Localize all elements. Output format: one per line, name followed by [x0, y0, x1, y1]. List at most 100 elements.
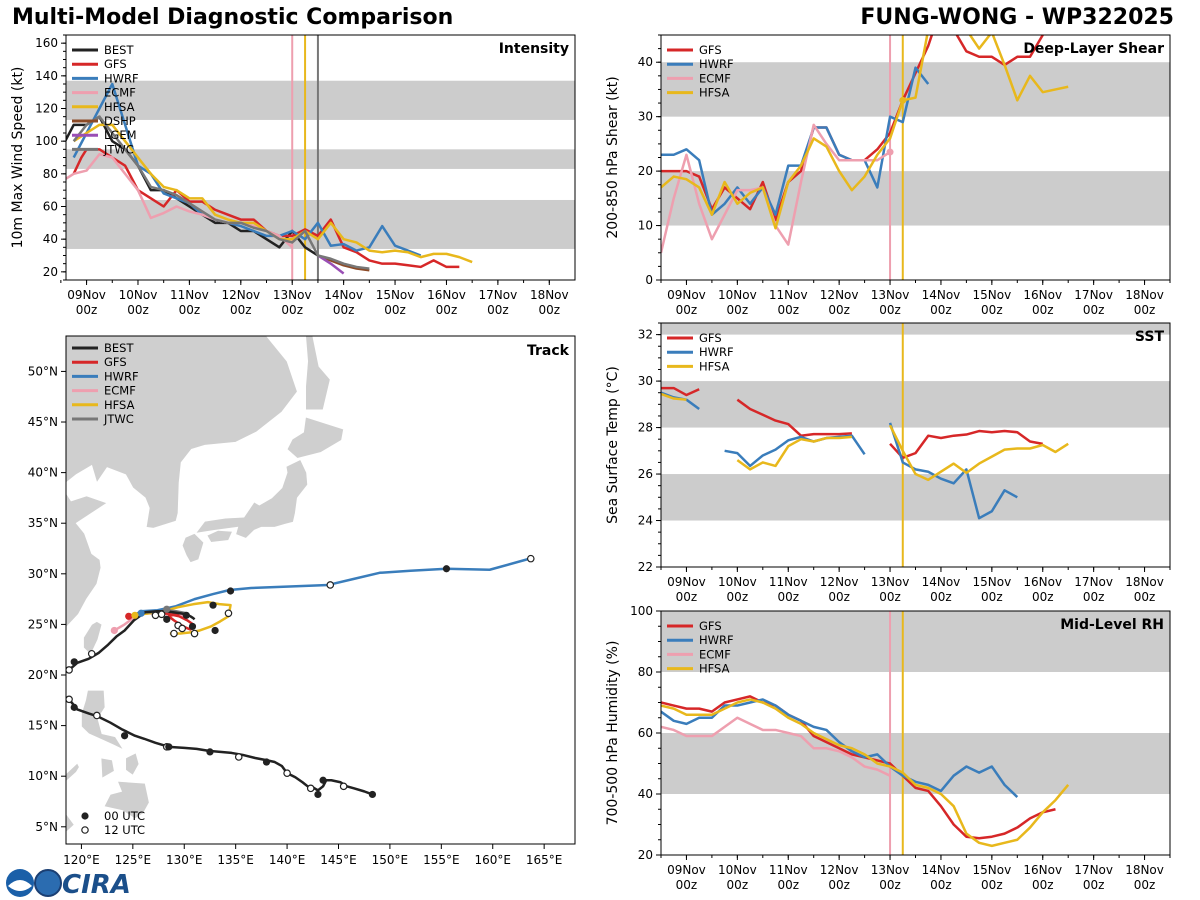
track-marker-12utc: [234, 753, 243, 761]
x-tick-label-date: 09Nov: [667, 863, 706, 877]
legend-label: JTWC: [103, 412, 134, 426]
axes-frame: [660, 322, 1171, 568]
series-line-hwrf: [724, 434, 866, 468]
legend-label: LGEM: [104, 128, 137, 142]
taiwan-land: [83, 620, 103, 656]
lon-tick-label: 160°E: [474, 853, 511, 867]
series-group: [661, 35, 1069, 254]
x-tick-label-date: 15Nov: [972, 575, 1011, 589]
x-tick-label-date: 11Nov: [769, 575, 808, 589]
legend-label: GFS: [699, 331, 722, 345]
x-tick-label-hour: 00z: [1134, 590, 1156, 604]
series-group: [661, 695, 1070, 848]
x-tick-label-date: 16Nov: [1023, 863, 1062, 877]
series-line-ecmf: [661, 716, 891, 777]
x-tick-label-hour: 00z: [727, 590, 749, 604]
x-tick-label-date: 17Nov: [1074, 288, 1113, 302]
track-marker-00utc: [262, 758, 271, 766]
lat-tick-label: 5°N: [35, 820, 58, 834]
x-tick-label-hour: 00z: [539, 303, 561, 317]
series-line-lgem: [317, 254, 345, 275]
lon-tick-label: 135°E: [217, 853, 254, 867]
y-tick-label: 80: [43, 167, 58, 181]
x-tick-label-date: 16Nov: [1023, 575, 1062, 589]
x-tick-label-date: 17Nov: [479, 288, 518, 302]
x-tick-label-date: 12Nov: [820, 863, 859, 877]
figure-title: Multi-Model Diagnostic Comparison: [12, 5, 454, 30]
x-tick-label-date: 10Nov: [718, 575, 757, 589]
track-marker-12utc: [190, 629, 199, 638]
sst-panel: 22242628303209Nov00z10Nov00z11Nov00z12No…: [605, 322, 1171, 604]
track-marker-12utc: [283, 769, 291, 777]
series-line-hfsa: [661, 392, 687, 401]
map-group: [66, 336, 345, 833]
series-line-gfs: [661, 695, 1056, 840]
track-marker-00utc: [70, 703, 78, 711]
track-marker-ecmf: [110, 626, 118, 635]
x-tick-label-date: 13Nov: [273, 288, 312, 302]
x-tick-label-date: 10Nov: [718, 863, 757, 877]
shading-band: [661, 381, 1170, 428]
series-line-gfs: [889, 429, 1043, 460]
panel-title: Track: [527, 343, 570, 359]
x-tick-label-date: 12Nov: [820, 575, 859, 589]
y-tick-label: 28: [638, 421, 653, 435]
series-line-hwrf: [661, 66, 930, 216]
x-tick-label-hour: 00z: [676, 303, 698, 317]
legend-label: HFSA: [699, 86, 730, 100]
x-tick-label-hour: 00z: [1032, 878, 1054, 892]
panel-title: SST: [1135, 329, 1165, 345]
shading-band: [661, 323, 1170, 335]
track-marker-00utc: [442, 565, 451, 573]
panel-title: Mid-Level RH: [1060, 617, 1164, 633]
axes-frame: [65, 335, 576, 845]
shading-band: [66, 80, 575, 120]
track-marker-00utc: [163, 615, 171, 623]
x-tick-label-date: 18Nov: [1125, 288, 1164, 302]
x-tick-label-hour: 00z: [487, 303, 509, 317]
y-tick-label: 24: [638, 514, 653, 528]
x-tick-label-hour: 00z: [981, 878, 1003, 892]
x-tick-label-hour: 00z: [1083, 590, 1105, 604]
borneo-land: [66, 812, 75, 833]
legend-label: GFS: [699, 619, 722, 633]
track-marker-12utc: [66, 695, 73, 704]
series-line-hfsa: [661, 698, 1070, 848]
x-tick-label-hour: 00z: [828, 590, 850, 604]
lat-tick-label: 50°N: [28, 364, 58, 378]
series-line-ecmf: [66, 152, 294, 249]
x-tick-label-date: 18Nov: [530, 288, 569, 302]
x-tick-label-date: 09Nov: [667, 575, 706, 589]
series-marker: [899, 96, 907, 104]
track-marker-hwrf: [137, 609, 145, 617]
cira-logo: CIRA: [6, 869, 131, 900]
legend-label: ECMF: [699, 647, 731, 661]
samar-land: [125, 752, 140, 776]
tracks-group: [66, 554, 535, 799]
legend-label: GFS: [699, 43, 722, 57]
x-tick-label-hour: 00z: [879, 878, 901, 892]
mindanao-land: [103, 780, 150, 820]
y-tick-label: 20: [638, 848, 653, 862]
x-tick-label-date: 11Nov: [769, 863, 808, 877]
shading-band: [661, 611, 1170, 672]
x-tick-label-hour: 00z: [1032, 590, 1054, 604]
x-tick-label-hour: 00z: [777, 878, 799, 892]
y-tick-label: 10: [638, 219, 653, 233]
hokkaido-land: [286, 416, 345, 459]
series-line-hfsa: [661, 35, 1069, 230]
x-tick-label-hour: 00z: [777, 590, 799, 604]
series-line-gfs: [72, 148, 460, 269]
noaa-bird-icon: [8, 880, 32, 891]
lon-tick-label: 145°E: [320, 853, 357, 867]
x-tick-label-date: 17Nov: [1074, 863, 1113, 877]
y-axis-label: Sea Surface Temp (°C): [605, 366, 621, 524]
track-marker-00utc: [206, 748, 214, 756]
legend-label: ECMF: [104, 86, 136, 100]
track-marker-12utc: [66, 666, 73, 674]
track-marker-12utc: [93, 711, 101, 720]
series-group: [661, 386, 1069, 520]
x-tick-label-date: 12Nov: [820, 288, 859, 302]
x-tick-label-hour: 00z: [384, 303, 406, 317]
